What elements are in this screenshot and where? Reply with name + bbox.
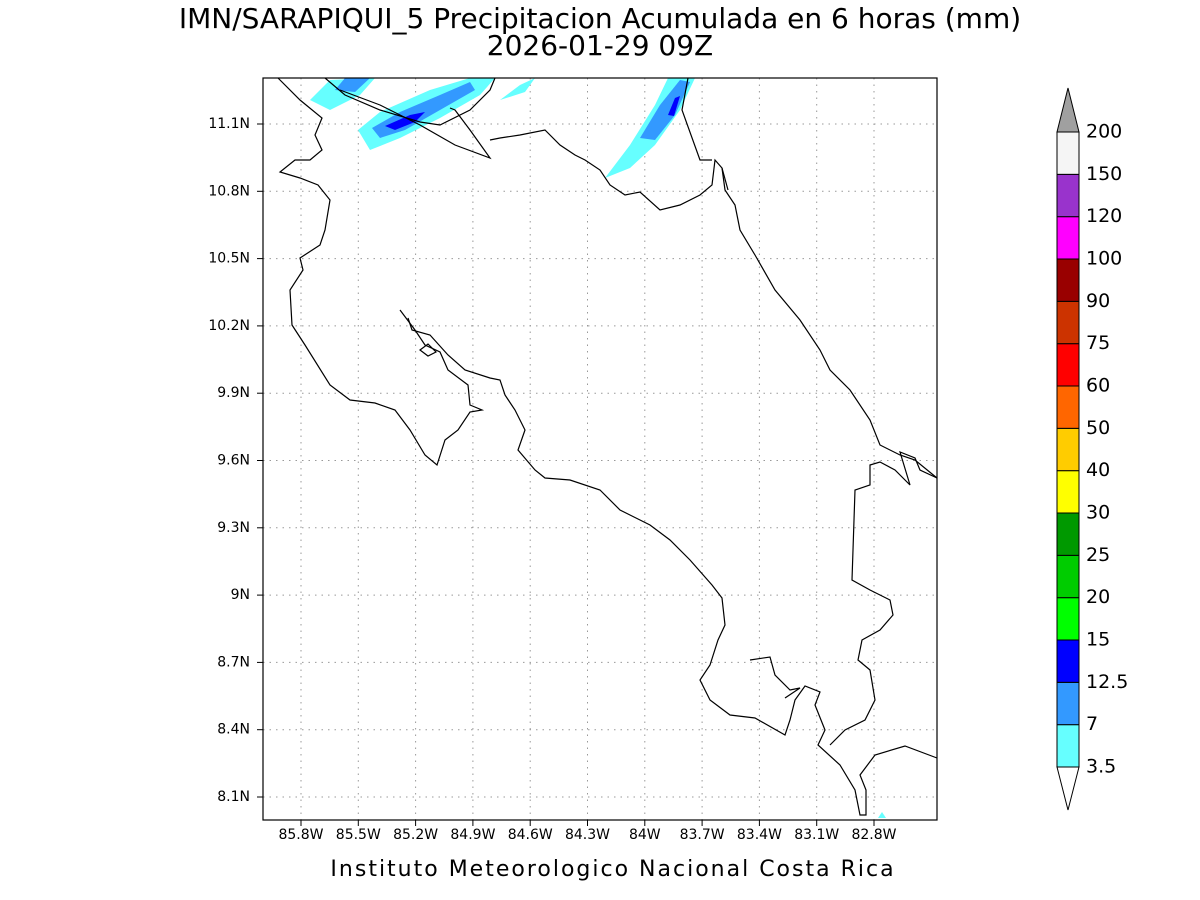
title: IMN/SARAPIQUI_5 Precipitacion Acumulada …	[179, 2, 1021, 35]
x-tick-label: 85.5W	[336, 827, 381, 843]
x-tick-label: 84.6W	[508, 827, 553, 843]
colorbar-box	[1056, 131, 1080, 175]
x-tick-label: 84W	[629, 827, 661, 843]
x-tick-label: 84.9W	[450, 827, 495, 843]
x-tick-label: 83.1W	[794, 827, 839, 843]
colorbar-box	[1056, 470, 1080, 514]
colorbar-label: 150	[1086, 163, 1122, 185]
precip-area	[878, 812, 886, 818]
colorbar-box	[1056, 300, 1080, 345]
precipitation	[310, 78, 886, 818]
x-tick-label: 84.3W	[565, 827, 610, 843]
colorbar-under	[1056, 766, 1080, 811]
pacific-coast	[277, 77, 485, 467]
map-frame	[262, 77, 938, 821]
y-tick-label: 9.9N	[217, 385, 250, 401]
colorbar-box	[1056, 343, 1080, 387]
y-tick-label: 8.7N	[217, 654, 250, 670]
colorbar-label: 120	[1086, 205, 1122, 227]
colorbar-label: 15	[1086, 629, 1110, 651]
x-tick-label: 85.8W	[278, 827, 323, 843]
coastline	[277, 77, 938, 816]
y-tick-label: 10.8N	[208, 183, 250, 199]
axis-ticks: 85.8W 85.5W 85.2W 84.9W 84.6W 84.3W 84W 83.7W 83…	[208, 116, 896, 843]
colorbar-label: 3.5	[1086, 756, 1116, 778]
colorbar-label: 20	[1086, 586, 1110, 608]
osa-coast	[749, 656, 801, 699]
x-tick-label: 85.2W	[393, 827, 438, 843]
island	[419, 343, 438, 357]
precip-area	[335, 78, 370, 92]
y-tick-label: 8.1N	[217, 789, 250, 805]
colorbar-box	[1056, 681, 1080, 726]
colorbar-label: 7	[1086, 713, 1098, 735]
y-tick-label: 11.1N	[208, 116, 250, 132]
colorbar-box	[1056, 554, 1080, 599]
footer: Instituto Meteorologico Nacional Costa R…	[330, 857, 895, 882]
y-tick-label: 9.6N	[217, 453, 250, 469]
y-tick-label: 9.3N	[217, 520, 250, 536]
y-tick-label: 10.5N	[208, 251, 250, 267]
colorbar-box	[1056, 385, 1080, 429]
x-tick-label: 83.7W	[680, 827, 725, 843]
colorbar-box	[1056, 173, 1080, 218]
colorbar-label: 200	[1086, 121, 1122, 143]
colorbar-label: 40	[1086, 459, 1110, 481]
colorbar-label: 25	[1086, 544, 1110, 566]
y-tick-label: 9N	[231, 587, 250, 603]
map-plot	[262, 77, 938, 821]
y-tick-label: 10.2N	[208, 318, 250, 334]
precip-area	[500, 78, 535, 100]
river-border	[681, 77, 712, 161]
y-tick-label: 8.4N	[217, 722, 250, 738]
lake	[324, 77, 496, 126]
panama-border	[829, 450, 938, 746]
subtitle: 2026-01-29 09Z	[487, 29, 713, 62]
colorbar-box	[1056, 512, 1080, 556]
colorbar-box	[1056, 639, 1080, 683]
colorbar-box	[1056, 427, 1080, 472]
precip-area	[385, 112, 425, 130]
map-background	[263, 78, 937, 820]
colorbar-over	[1056, 87, 1080, 133]
north-border	[339, 89, 492, 160]
colorbar-label: 50	[1086, 417, 1110, 439]
x-tick-label: 82.8W	[851, 827, 896, 843]
x-tick-label: 83.4W	[737, 827, 782, 843]
colorbar-label: 100	[1086, 248, 1122, 270]
colorbar: 3.5 7 12.5 15 20 25 30 40 50 60 75 90 100 120 150 200	[1056, 87, 1128, 811]
precip-area	[668, 96, 680, 116]
caribbean-coast	[721, 167, 938, 479]
colorbar-box	[1056, 597, 1080, 641]
precip-area	[640, 80, 690, 140]
colorbar-label: 90	[1086, 290, 1110, 312]
colorbar-box	[1056, 216, 1080, 260]
colorbar-label: 60	[1086, 375, 1110, 397]
north-coast	[489, 129, 729, 211]
colorbar-box	[1056, 258, 1080, 302]
colorbar-label: 75	[1086, 332, 1110, 354]
colorbar-label: 12.5	[1086, 671, 1128, 693]
gulf-coast	[407, 317, 938, 816]
colorbar-label: 30	[1086, 502, 1110, 524]
colorbar-box	[1056, 724, 1080, 768]
